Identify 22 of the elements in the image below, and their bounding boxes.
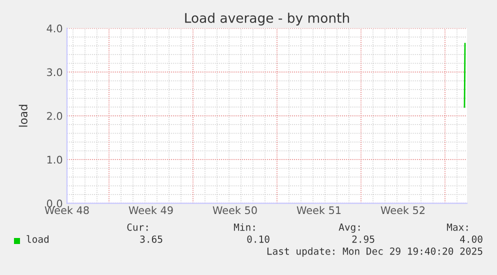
y-axis-title: load — [18, 104, 28, 127]
legend-label: load — [26, 235, 49, 243]
text: Min: — [234, 223, 255, 231]
text: 0.10 — [247, 235, 270, 243]
text: 2.95 — [352, 235, 374, 243]
x-tick-label: Week 51 — [296, 206, 341, 214]
x-tick-label: Week 48 — [44, 206, 89, 214]
text: 3.65 — [140, 235, 162, 243]
y-tick-label: 3.0 — [47, 68, 62, 76]
y-tick-label: 2.0 — [47, 112, 62, 120]
chart-title: Load average - by month — [185, 12, 349, 26]
y-tick-label: 1.0 — [47, 156, 62, 164]
y-tick-label: 4.0 — [46, 24, 62, 32]
text: 4.00 — [460, 235, 482, 243]
text: Max: — [446, 224, 468, 231]
text: Cur: — [127, 223, 148, 231]
x-tick-label: Week 52 — [380, 206, 425, 214]
text: Avg: — [338, 224, 360, 233]
x-tick-label: Week 50 — [212, 206, 257, 214]
y-tick-label: 0.0 — [46, 200, 62, 208]
x-tick-label: Week 49 — [128, 206, 173, 214]
text: Last update: Mon Dec 29 19:40:20 2025 — [267, 247, 482, 257]
